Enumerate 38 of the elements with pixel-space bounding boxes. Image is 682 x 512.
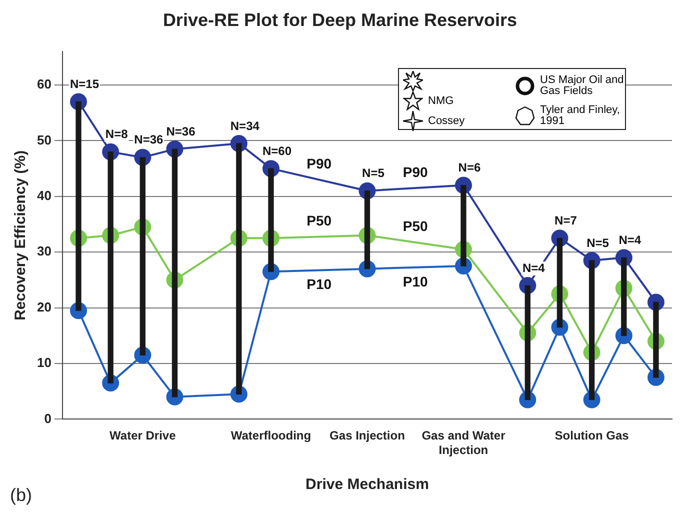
series-label: P10 [306, 276, 332, 292]
annotation: N=15 [70, 77, 100, 92]
annotation: N=4 [618, 232, 642, 247]
annotation: N=7 [554, 213, 578, 228]
annotation: N=36 [134, 132, 164, 147]
annotation: N=8 [105, 127, 128, 142]
series-label: P50 [402, 218, 428, 234]
x-tick-label: Gas Injection [330, 428, 405, 443]
annotation: N=60 [262, 144, 292, 158]
text: P90 [402, 164, 428, 180]
annotation: US Major Oil and Gas Fields [540, 74, 624, 97]
y-tick-label: 60 [36, 76, 52, 92]
annotation: Cossey [428, 114, 465, 126]
y-tick-label: 30 [36, 244, 52, 259]
y-tick-label: 10 [36, 355, 52, 370]
x-tick-label: Gas and Water Injection [422, 428, 506, 458]
annotation: N=5 [586, 236, 610, 250]
x-axis-title: Drive Mechanism [306, 476, 429, 494]
annotation: NMG [428, 94, 454, 106]
text: (b) [10, 484, 32, 505]
text: P10 [402, 273, 428, 290]
y-axis-title: Recovery Efficiency (%) [12, 150, 30, 320]
y-tick-label: 50 [36, 132, 52, 148]
annotation: N=6 [458, 160, 481, 175]
text: P50 [306, 212, 332, 229]
x-tick-label: Water Drive [110, 428, 176, 443]
annotation: N=34 [230, 118, 260, 133]
x-tick-label: Solution Gas [554, 428, 630, 443]
annotation: N=4 [522, 260, 546, 275]
annotation: N=36 [166, 124, 196, 138]
annotation: Tyler and Finley, 1991 [540, 104, 621, 127]
x-tick-label: Waterflooding [230, 428, 312, 443]
annotation: N=5 [362, 166, 385, 180]
chart-title: Drive-RE Plot for Deep Marine Reservoirs [162, 10, 518, 30]
y-tick-label: 0 [44, 410, 52, 426]
y-tick-label: 20 [36, 299, 52, 314]
series-label: P90 [306, 156, 332, 172]
y-tick-label: 40 [36, 188, 52, 203]
